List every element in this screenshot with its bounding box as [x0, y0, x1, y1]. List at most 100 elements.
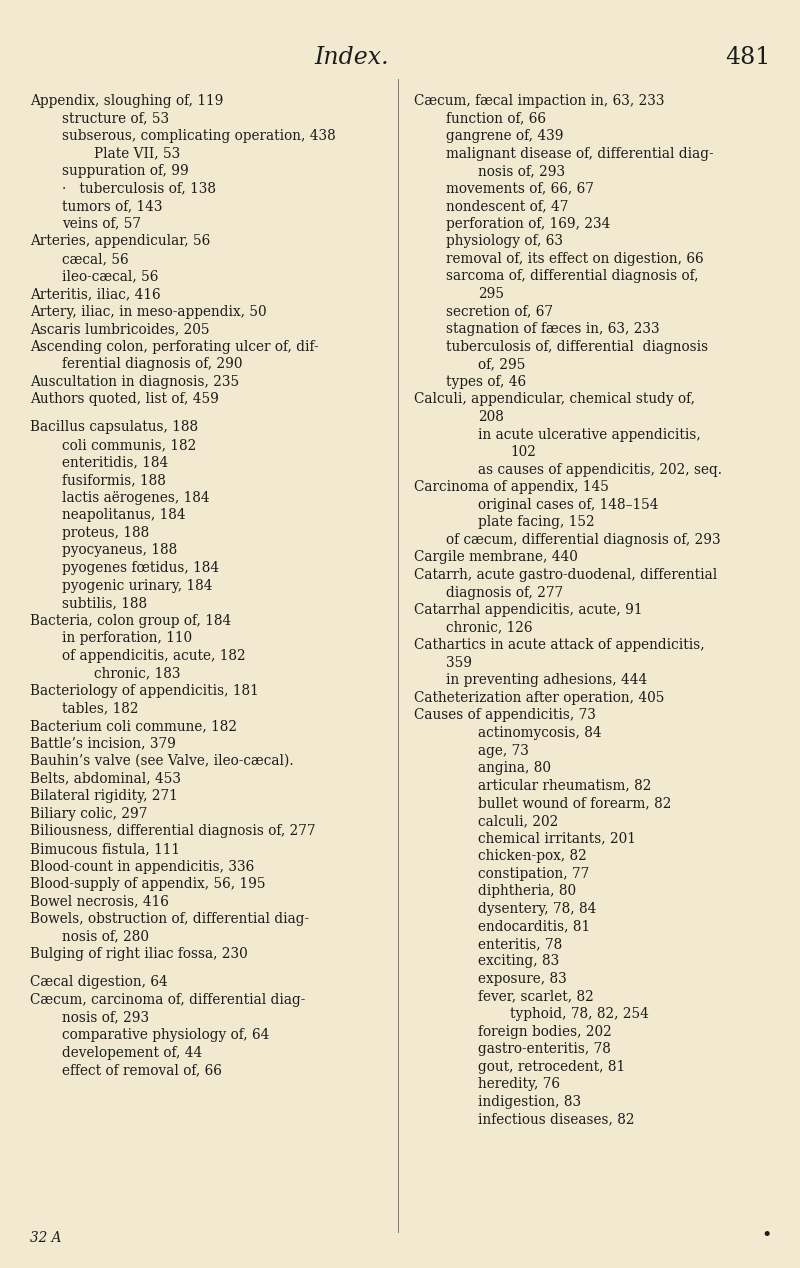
- Text: age, 73: age, 73: [478, 743, 530, 757]
- Text: chronic, 183: chronic, 183: [94, 667, 181, 681]
- Text: original cases of, 148–154: original cases of, 148–154: [478, 498, 659, 512]
- Text: 102: 102: [510, 445, 536, 459]
- Text: indigestion, 83: indigestion, 83: [478, 1094, 582, 1108]
- Text: Cæcal digestion, 64: Cæcal digestion, 64: [30, 975, 168, 989]
- Text: cæcal, 56: cæcal, 56: [62, 252, 129, 266]
- Text: secretion of, 67: secretion of, 67: [446, 304, 554, 318]
- Text: Arteritis, iliac, 416: Arteritis, iliac, 416: [30, 287, 161, 301]
- Text: gastro-enteritis, 78: gastro-enteritis, 78: [478, 1042, 611, 1056]
- Text: Bacterium coli commune, 182: Bacterium coli commune, 182: [30, 719, 238, 733]
- Text: chronic, 126: chronic, 126: [446, 621, 533, 635]
- Text: Carcinoma of appendix, 145: Carcinoma of appendix, 145: [414, 481, 610, 495]
- Text: enteritidis, 184: enteritidis, 184: [62, 455, 169, 469]
- Text: Ascending colon, perforating ulcer of, dif-: Ascending colon, perforating ulcer of, d…: [30, 340, 319, 354]
- Text: of appendicitis, acute, 182: of appendicitis, acute, 182: [62, 649, 246, 663]
- Text: exciting, 83: exciting, 83: [478, 955, 560, 969]
- Text: ·   tuberculosis of, 138: · tuberculosis of, 138: [62, 181, 216, 195]
- Text: Calculi, appendicular, chemical study of,: Calculi, appendicular, chemical study of…: [414, 392, 695, 406]
- Text: articular rheumatism, 82: articular rheumatism, 82: [478, 779, 652, 792]
- Text: •: •: [762, 1227, 772, 1245]
- Text: 481: 481: [726, 46, 770, 68]
- Text: gangrene of, 439: gangrene of, 439: [446, 129, 564, 143]
- Text: Catheterization after operation, 405: Catheterization after operation, 405: [414, 691, 665, 705]
- Text: foreign bodies, 202: foreign bodies, 202: [478, 1025, 612, 1038]
- Text: Bauhin’s valve (see Valve, ileo-cæcal).: Bauhin’s valve (see Valve, ileo-cæcal).: [30, 754, 294, 768]
- Text: calculi, 202: calculi, 202: [478, 814, 558, 828]
- Text: Index.: Index.: [314, 46, 390, 68]
- Text: diphtheria, 80: diphtheria, 80: [478, 884, 577, 898]
- Text: Belts, abdominal, 453: Belts, abdominal, 453: [30, 772, 182, 786]
- Text: Bimucous fistula, 111: Bimucous fistula, 111: [30, 842, 181, 856]
- Text: Catarrhal appendicitis, acute, 91: Catarrhal appendicitis, acute, 91: [414, 604, 643, 618]
- Text: actinomycosis, 84: actinomycosis, 84: [478, 727, 602, 741]
- Text: effect of removal of, 66: effect of removal of, 66: [62, 1064, 222, 1078]
- Text: Bacteriology of appendicitis, 181: Bacteriology of appendicitis, 181: [30, 683, 259, 697]
- Text: in perforation, 110: in perforation, 110: [62, 631, 193, 645]
- Text: Plate VII, 53: Plate VII, 53: [94, 147, 181, 161]
- Text: Cæcum, carcinoma of, differential diag-: Cæcum, carcinoma of, differential diag-: [30, 993, 306, 1007]
- Text: physiology of, 63: physiology of, 63: [446, 235, 563, 249]
- Text: Blood-supply of appendix, 56, 195: Blood-supply of appendix, 56, 195: [30, 877, 266, 891]
- Text: diagnosis of, 277: diagnosis of, 277: [446, 586, 563, 600]
- Text: in acute ulcerative appendicitis,: in acute ulcerative appendicitis,: [478, 427, 701, 441]
- Text: plate facing, 152: plate facing, 152: [478, 515, 595, 529]
- Text: suppuration of, 99: suppuration of, 99: [62, 164, 189, 178]
- Text: comparative physiology of, 64: comparative physiology of, 64: [62, 1028, 270, 1042]
- Text: exposure, 83: exposure, 83: [478, 973, 567, 987]
- Text: Bowels, obstruction of, differential diag-: Bowels, obstruction of, differential dia…: [30, 912, 310, 926]
- Text: Arteries, appendicular, 56: Arteries, appendicular, 56: [30, 235, 210, 249]
- Text: pyocyaneus, 188: pyocyaneus, 188: [62, 544, 178, 558]
- Text: Bilateral rigidity, 271: Bilateral rigidity, 271: [30, 789, 178, 804]
- Text: subtilis, 188: subtilis, 188: [62, 596, 147, 610]
- Text: Authors quoted, list of, 459: Authors quoted, list of, 459: [30, 392, 219, 406]
- Text: sarcoma of, differential diagnosis of,: sarcoma of, differential diagnosis of,: [446, 270, 699, 284]
- Text: tumors of, 143: tumors of, 143: [62, 199, 163, 213]
- Text: infectious diseases, 82: infectious diseases, 82: [478, 1112, 635, 1126]
- Text: enteritis, 78: enteritis, 78: [478, 937, 562, 951]
- Text: types of, 46: types of, 46: [446, 375, 526, 389]
- Text: pyogenes fœtidus, 184: pyogenes fœtidus, 184: [62, 560, 219, 574]
- Text: of, 295: of, 295: [478, 358, 526, 372]
- Text: movements of, 66, 67: movements of, 66, 67: [446, 181, 594, 195]
- Text: Cargile membrane, 440: Cargile membrane, 440: [414, 550, 578, 564]
- Text: endocarditis, 81: endocarditis, 81: [478, 919, 590, 933]
- Text: Cæcum, fæcal impaction in, 63, 233: Cæcum, fæcal impaction in, 63, 233: [414, 94, 665, 108]
- Text: ferential diagnosis of, 290: ferential diagnosis of, 290: [62, 358, 243, 372]
- Text: constipation, 77: constipation, 77: [478, 866, 590, 880]
- Text: neapolitanus, 184: neapolitanus, 184: [62, 508, 186, 522]
- Text: as causes of appendicitis, 202, seq.: as causes of appendicitis, 202, seq.: [478, 463, 722, 477]
- Text: gout, retrocedent, 81: gout, retrocedent, 81: [478, 1060, 626, 1074]
- Text: Bacteria, colon group of, 184: Bacteria, colon group of, 184: [30, 614, 232, 628]
- Text: 208: 208: [478, 410, 504, 424]
- Text: of cæcum, differential diagnosis of, 293: of cæcum, differential diagnosis of, 293: [446, 533, 721, 547]
- Text: Catarrh, acute gastro-duodenal, differential: Catarrh, acute gastro-duodenal, differen…: [414, 568, 718, 582]
- Text: 32 A: 32 A: [30, 1231, 62, 1245]
- Text: tables, 182: tables, 182: [62, 701, 139, 715]
- Text: Appendix, sloughing of, 119: Appendix, sloughing of, 119: [30, 94, 224, 108]
- Text: function of, 66: function of, 66: [446, 112, 546, 126]
- Text: bullet wound of forearm, 82: bullet wound of forearm, 82: [478, 796, 672, 810]
- Text: dysentery, 78, 84: dysentery, 78, 84: [478, 902, 597, 915]
- Text: Ascaris lumbricoides, 205: Ascaris lumbricoides, 205: [30, 322, 210, 336]
- Text: Biliousness, differential diagnosis of, 277: Biliousness, differential diagnosis of, …: [30, 824, 316, 838]
- Text: nosis of, 293: nosis of, 293: [62, 1011, 150, 1025]
- Text: Battle’s incision, 379: Battle’s incision, 379: [30, 737, 176, 751]
- Text: Blood-count in appendicitis, 336: Blood-count in appendicitis, 336: [30, 860, 254, 874]
- Text: perforation of, 169, 234: perforation of, 169, 234: [446, 217, 610, 231]
- Text: developement of, 44: developement of, 44: [62, 1046, 202, 1060]
- Text: nosis of, 293: nosis of, 293: [478, 164, 566, 178]
- Text: stagnation of fæces in, 63, 233: stagnation of fæces in, 63, 233: [446, 322, 660, 336]
- Text: proteus, 188: proteus, 188: [62, 526, 150, 540]
- Text: Causes of appendicitis, 73: Causes of appendicitis, 73: [414, 709, 596, 723]
- Text: Bowel necrosis, 416: Bowel necrosis, 416: [30, 895, 170, 909]
- Text: Cathartics in acute attack of appendicitis,: Cathartics in acute attack of appendicit…: [414, 638, 705, 652]
- Text: 295: 295: [478, 287, 504, 301]
- Text: fusiformis, 188: fusiformis, 188: [62, 473, 166, 487]
- Text: 359: 359: [446, 656, 472, 670]
- Text: chicken-pox, 82: chicken-pox, 82: [478, 850, 587, 864]
- Text: angina, 80: angina, 80: [478, 761, 551, 775]
- Text: structure of, 53: structure of, 53: [62, 112, 170, 126]
- Text: chemical irritants, 201: chemical irritants, 201: [478, 832, 636, 846]
- Text: veins of, 57: veins of, 57: [62, 217, 142, 231]
- Text: typhoid, 78, 82, 254: typhoid, 78, 82, 254: [510, 1007, 650, 1021]
